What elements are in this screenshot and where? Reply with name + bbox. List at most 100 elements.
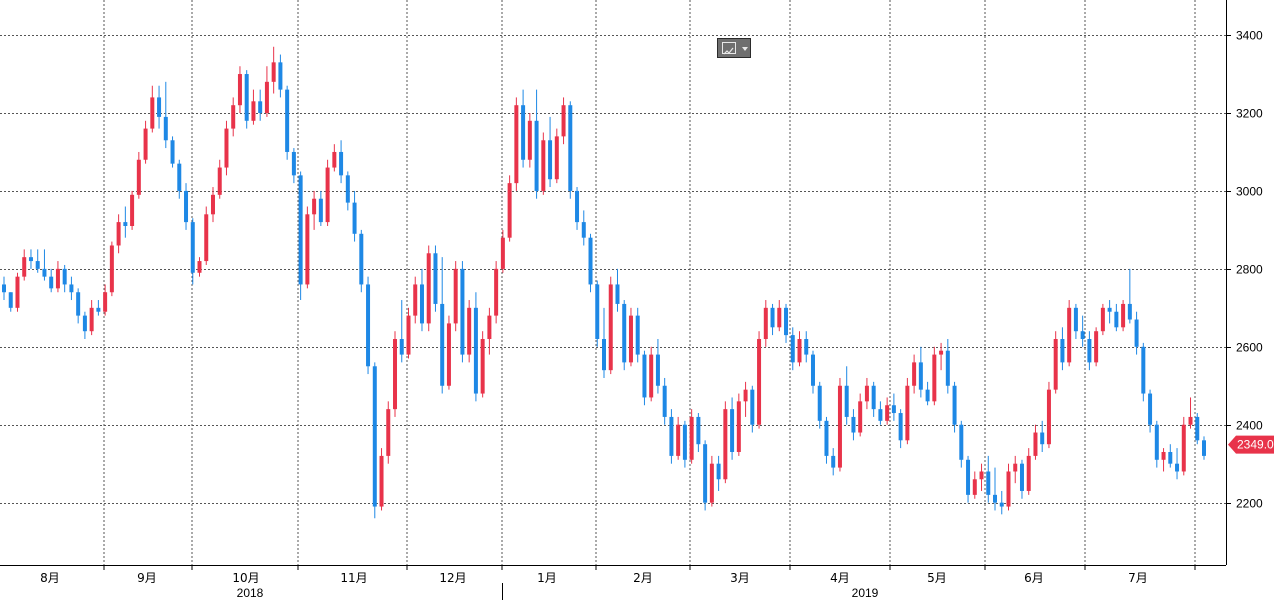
candle-body (413, 284, 418, 316)
candle-body (1161, 452, 1166, 460)
candle-up (864, 377, 869, 410)
candle-body (143, 128, 148, 160)
candle-up (130, 190, 135, 230)
candle-body (541, 140, 546, 191)
candle-up (527, 113, 532, 168)
candle-body (1107, 307, 1112, 312)
candle-down (170, 136, 175, 168)
candle-up (217, 159, 222, 199)
candle-down (716, 455, 721, 491)
candle-body (918, 362, 923, 390)
candle-down (291, 148, 296, 184)
candle-body (736, 401, 741, 452)
candle-down (662, 377, 667, 425)
candle-body (837, 385, 842, 468)
candle-body (399, 339, 404, 355)
candle-body (810, 354, 815, 386)
candle-body (467, 307, 472, 355)
candle-body (217, 167, 222, 195)
candle-body (952, 385, 957, 425)
candle-up (541, 132, 546, 195)
candle-down (891, 393, 896, 421)
candle-down (1073, 303, 1078, 339)
candle-down (278, 54, 283, 98)
candle-up (251, 89, 256, 125)
candle-body (231, 105, 236, 129)
candle-up (487, 307, 492, 355)
candle-body (103, 292, 108, 312)
candle-down (2, 276, 6, 301)
candle-up (858, 393, 863, 437)
candle-down (345, 171, 350, 211)
candle-up (628, 307, 633, 367)
candle-down (258, 89, 263, 121)
candle-up (979, 463, 984, 491)
candle-up (467, 300, 472, 363)
candle-down (622, 300, 627, 371)
candle-body (527, 120, 532, 160)
candle-up (507, 175, 512, 242)
candle-body (1067, 307, 1072, 363)
candle-body (993, 494, 998, 503)
candle-body (804, 339, 809, 355)
candle-up (109, 241, 114, 297)
last-price-label: 2349.0 (1237, 438, 1274, 452)
candle-up (136, 151, 141, 199)
candle-body (35, 261, 40, 269)
candle-body (312, 198, 317, 215)
candle-up (1094, 327, 1099, 367)
candle-body (608, 284, 613, 371)
candle-body (1040, 432, 1045, 445)
candle-down (655, 339, 660, 394)
candle-down (1019, 459, 1024, 499)
candle-down (298, 171, 303, 301)
y-tick-label: 3200 (1236, 107, 1263, 121)
candle-body (743, 389, 748, 402)
candle-down (318, 190, 323, 226)
candle-body (676, 424, 681, 456)
x-month-label: 12月 (439, 571, 466, 585)
candle-down (1195, 413, 1200, 445)
candle-body (595, 284, 600, 339)
candle-body (197, 261, 202, 273)
candle-body (28, 257, 33, 262)
candle-up (763, 300, 768, 347)
candle-body (386, 409, 391, 456)
candle-body (790, 335, 795, 363)
candle-body (716, 463, 721, 480)
candle-body (1087, 339, 1092, 363)
candle-up (777, 300, 782, 332)
candle-up (446, 315, 451, 390)
candle-body (689, 416, 694, 460)
candle-body (696, 416, 701, 445)
candle-body (784, 307, 789, 336)
candle-up (386, 401, 391, 464)
x-month-label: 5月 (927, 571, 947, 585)
candle-down (28, 249, 33, 269)
candle-body (1181, 424, 1186, 472)
candle-body (730, 409, 735, 452)
candle-down (918, 346, 923, 398)
candle-body (1053, 339, 1058, 390)
chart-type-button[interactable] (717, 38, 751, 58)
candle-body (453, 268, 458, 324)
candle-down (966, 455, 971, 503)
candle-down (1114, 303, 1119, 332)
candle-body (109, 245, 114, 293)
candle-body (210, 194, 215, 215)
candle-body (972, 479, 977, 495)
candle-up (743, 381, 748, 417)
candle-body (554, 136, 559, 180)
candle-down (244, 70, 249, 129)
candle-body (912, 362, 917, 386)
candle-body (878, 409, 883, 421)
candle-up (264, 66, 269, 117)
candle-body (1114, 311, 1119, 328)
candle-down (1168, 444, 1173, 468)
candle-body (561, 105, 566, 137)
candle-down (440, 257, 445, 394)
candle-body (1006, 471, 1011, 507)
candle-body (817, 385, 822, 421)
line-chart-icon (722, 42, 736, 55)
